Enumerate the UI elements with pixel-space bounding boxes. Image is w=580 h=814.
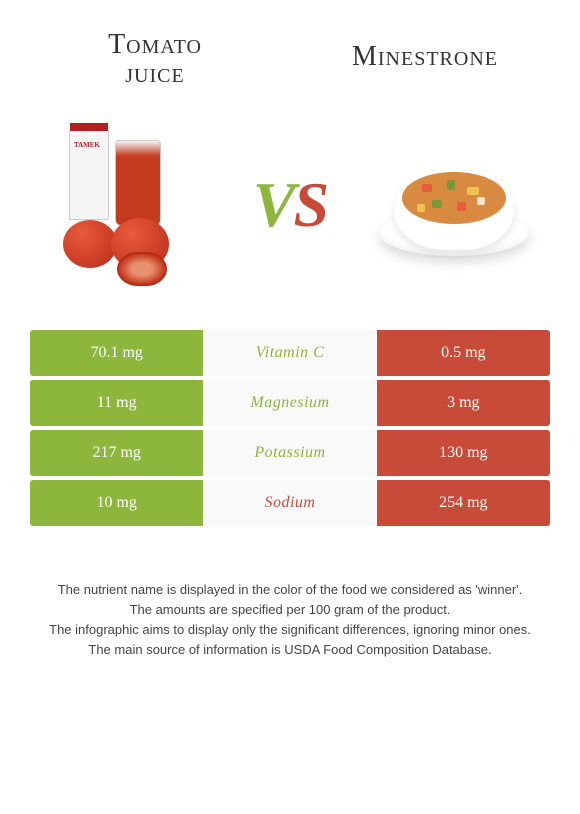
left-food-image: TAMEK [41,120,211,290]
header: Tomato juice Minestrone [0,0,580,100]
table-row: 11 mgMagnesium3 mg [30,380,550,426]
table-row: 10 mgSodium254 mg [30,480,550,526]
right-value: 3 mg [377,380,550,426]
carton-icon: TAMEK [69,130,109,220]
footnote-line: The infographic aims to display only the… [30,620,550,640]
left-value: 217 mg [30,430,203,476]
tomato-half-icon [117,252,167,286]
table-row: 70.1 mgVitamin C0.5 mg [30,330,550,376]
vs-s: S [294,169,328,240]
glass-icon [115,140,161,226]
images-row: TAMEK VS [0,100,580,320]
comparison-infographic: Tomato juice Minestrone TAMEK VS [0,0,580,814]
nutrient-label: Sodium [203,480,376,526]
right-value: 254 mg [377,480,550,526]
minestrone-illustration [369,120,539,290]
tomato-icon [63,220,117,268]
left-value: 70.1 mg [30,330,203,376]
table-row: 217 mgPotassium130 mg [30,430,550,476]
right-food-name: Minestrone [352,41,498,72]
footnote-line: The nutrient name is displayed in the co… [30,580,550,600]
tomato-juice-illustration: TAMEK [41,120,211,290]
nutrient-table: 70.1 mgVitamin C0.5 mg11 mgMagnesium3 mg… [30,330,550,530]
nutrient-label: Potassium [203,430,376,476]
right-value: 0.5 mg [377,330,550,376]
nutrient-label: Magnesium [203,380,376,426]
footnotes: The nutrient name is displayed in the co… [0,530,580,661]
footnote-line: The main source of information is USDA F… [30,640,550,660]
right-food-title: Minestrone [290,30,560,71]
left-food-line1: Tomato [108,29,202,60]
right-food-image [369,120,539,290]
left-value: 11 mg [30,380,203,426]
vs-v: V [253,169,294,240]
vs-label: VS [253,168,327,242]
left-food-title: Tomato juice [20,30,290,89]
footnote-line: The amounts are specified per 100 gram o… [30,600,550,620]
soup-icon [402,172,506,224]
right-value: 130 mg [377,430,550,476]
nutrient-label: Vitamin C [203,330,376,376]
left-value: 10 mg [30,480,203,526]
left-food-line2: juice [125,58,184,89]
